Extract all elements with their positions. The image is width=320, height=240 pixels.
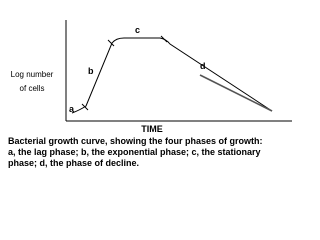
caption-line: phase; d, the phase of decline.	[8, 158, 139, 168]
y-axis-label: of cells	[20, 84, 45, 93]
page: a b c d Log number of cells TIME Bacteri…	[8, 20, 292, 168]
phase-label: a	[69, 104, 75, 114]
caption-line: a, the lag phase; b, the exponential pha…	[8, 147, 261, 157]
phase-label: d	[200, 61, 206, 71]
x-axis-label: TIME	[141, 124, 163, 134]
y-axis-label: Log number	[11, 70, 54, 79]
phase-label: c	[135, 25, 140, 35]
phase-label: b	[88, 66, 94, 76]
decline-shade	[199, 74, 273, 112]
phase-marks	[81, 35, 168, 111]
diagram: a b c d Log number of cells TIME Bacteri…	[8, 20, 292, 168]
caption-line: Bacterial growth curve, showing the four…	[8, 136, 263, 146]
growth-curve	[71, 37, 273, 114]
